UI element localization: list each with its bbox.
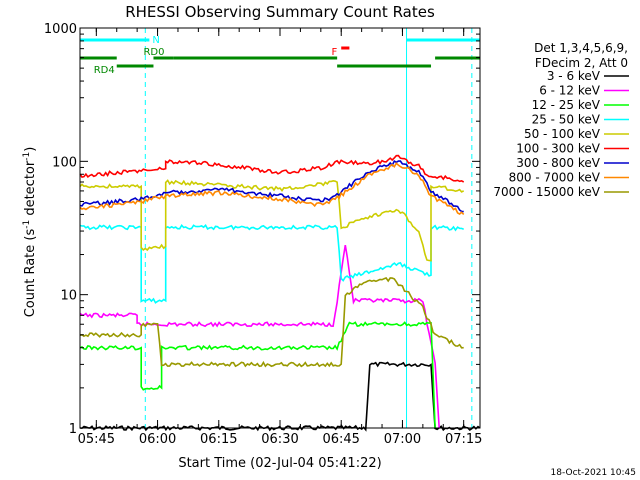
state-label-n: N (152, 35, 159, 46)
legend-label-0: 3 - 6 keV (547, 69, 601, 83)
y-label-mid: detector (23, 160, 38, 220)
x-axis-label: Start Time (02-Jul-04 05:41:22) (178, 456, 381, 471)
y-tick-label: 1 (69, 422, 77, 437)
state-label-rd0: RD0 (143, 47, 164, 58)
series-line-6 (79, 159, 464, 213)
x-tick-label: 07:15 (445, 432, 482, 447)
x-tick-label: 05:45 (78, 432, 115, 447)
series-line-7 (79, 162, 465, 215)
chart-title: RHESSI Observing Summary Count Rates (125, 3, 435, 21)
legend-label-7: 800 - 7000 keV (509, 171, 601, 185)
legend-label-3: 25 - 50 keV (532, 113, 601, 127)
legend-label-5: 100 - 300 keV (516, 142, 600, 156)
plot-marks: N F RD0 RD4 (79, 28, 481, 432)
legend-label-6: 300 - 800 keV (516, 156, 600, 170)
series-line-2 (79, 321, 436, 429)
legend-label-4: 50 - 100 keV (524, 127, 601, 141)
state-label-f: F (331, 47, 337, 58)
x-tick-label: 06:15 (200, 432, 237, 447)
x-tick-label: 07:00 (384, 432, 421, 447)
legend-label-1: 6 - 12 keV (539, 84, 601, 98)
series-line-3 (79, 223, 464, 304)
y-label-sup2: -1 (22, 152, 32, 161)
y-label-main: Count Rate (s (23, 229, 38, 318)
series-line-0 (79, 361, 481, 432)
legend-header-line2: FDecim 2, Att 0 (535, 56, 628, 70)
y-tick-label: 10 (60, 289, 77, 304)
x-tick-label: 06:00 (139, 432, 176, 447)
series-line-8 (79, 277, 464, 368)
axis-ticks: 05:45 06:00 06:15 06:30 06:45 07:00 07:15 1 10 10… (44, 22, 483, 447)
y-tick-label: 100 (52, 155, 77, 170)
legend-label-2: 12 - 25 keV (532, 98, 601, 112)
y-label-end: ) (23, 147, 38, 152)
y-tick-label: 1000 (44, 22, 77, 37)
series-line-4 (79, 179, 465, 262)
timestamp: 18-Oct-2021 10:45 (551, 468, 636, 478)
legend-label-8: 7000 - 15000 keV (493, 185, 600, 199)
y-label-sup1: -1 (22, 220, 32, 229)
state-label-rd4: RD4 (94, 65, 115, 76)
legend-header-line1: Det 1,3,4,5,6,9, (534, 41, 628, 55)
series-line-1 (79, 244, 440, 429)
y-axis-label: Count Rate (s-1 detector-1) (22, 147, 38, 318)
series-line-5 (79, 154, 465, 183)
x-tick-label: 06:30 (261, 432, 298, 447)
plot-frame (79, 27, 481, 429)
x-tick-label: 06:45 (322, 432, 359, 447)
